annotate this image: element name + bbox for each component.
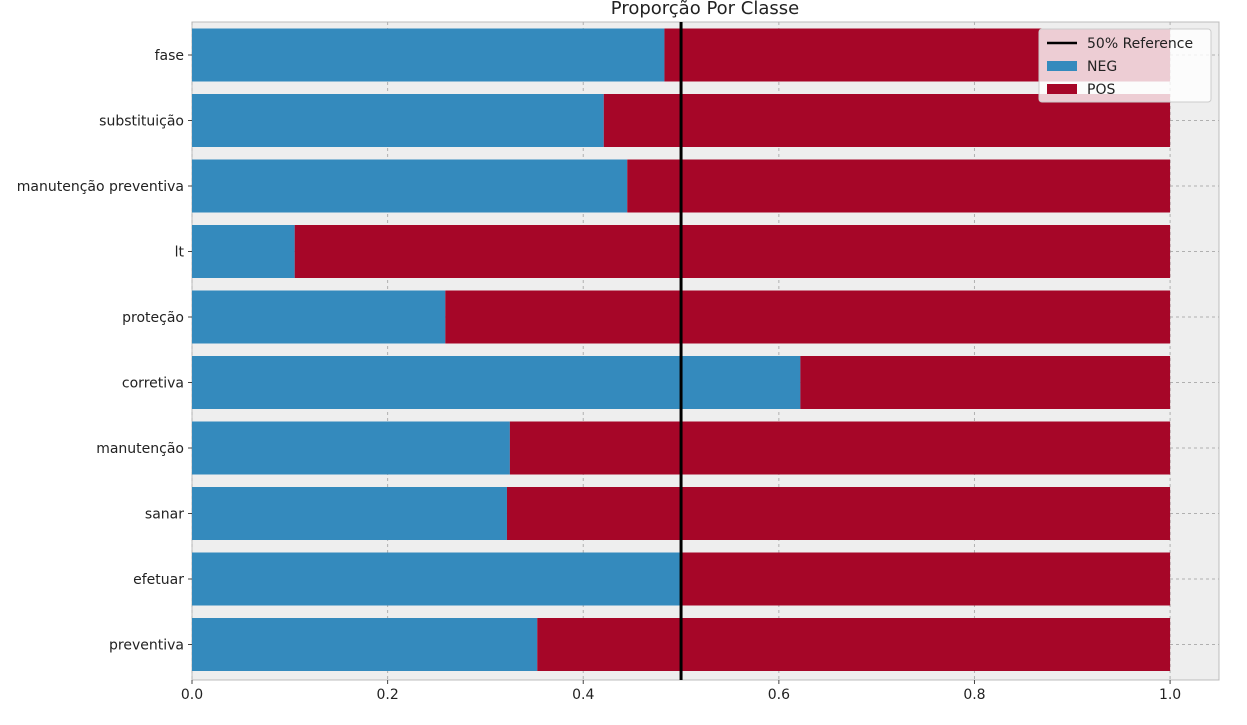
bar-neg-7	[192, 487, 507, 540]
bar-neg-5	[192, 356, 801, 409]
bar-pos-4	[445, 290, 1171, 344]
y-tick-label: sanar	[145, 507, 184, 523]
y-tick-label: manutenção preventiva	[17, 179, 184, 195]
y-tick-label: proteção	[122, 310, 184, 326]
x-tick-label: 0.6	[768, 687, 790, 703]
x-axis: 0.0 0.2 0.4 0.6 0.8 1.0	[181, 680, 1181, 703]
bar-pos-9	[537, 618, 1171, 671]
bar-neg-0	[192, 28, 665, 82]
bar-pos-5	[800, 356, 1171, 409]
x-tick-label: 1.0	[1159, 687, 1181, 703]
bar-pos-7	[506, 487, 1171, 540]
chart-title: Proporção Por Classe	[611, 0, 799, 19]
legend-label-neg: NEG	[1087, 59, 1117, 75]
y-tick-label: fase	[155, 48, 184, 64]
x-tick-label: 0.4	[572, 687, 594, 703]
bar-neg-8	[192, 552, 682, 606]
bar-pos-1	[603, 94, 1171, 147]
y-tick-label: efetuar	[133, 572, 184, 588]
bar-pos-3	[294, 225, 1171, 278]
x-tick-label: 0.8	[963, 687, 985, 703]
legend-label-reference: 50% Reference	[1087, 36, 1193, 52]
legend-box	[1038, 28, 1212, 103]
bar-neg-6	[192, 421, 510, 475]
bar-neg-2	[192, 159, 628, 213]
bar-neg-1	[192, 94, 604, 147]
bar-pos-2	[627, 159, 1171, 213]
y-tick-label: corretiva	[122, 376, 184, 392]
bar-pos-6	[509, 421, 1171, 475]
legend-swatch-pos	[1047, 84, 1077, 94]
bar-neg-9	[192, 618, 538, 671]
legend: 50% Reference NEG POS	[1038, 28, 1212, 103]
y-tick-label: substituição	[99, 114, 184, 130]
legend-label-pos: POS	[1087, 82, 1115, 98]
bar-neg-3	[192, 225, 295, 278]
bar-neg-4	[192, 290, 446, 344]
legend-swatch-neg	[1047, 61, 1077, 71]
bar-pos-8	[681, 552, 1171, 606]
x-tick-label: 0.2	[376, 687, 398, 703]
y-axis: fase substituição manutenção preventiva lt p…	[17, 48, 192, 654]
y-tick-label: manutenção	[96, 441, 184, 457]
y-tick-label: lt	[175, 245, 185, 261]
y-tick-label: preventiva	[109, 638, 184, 654]
x-tick-label: 0.0	[181, 687, 203, 703]
